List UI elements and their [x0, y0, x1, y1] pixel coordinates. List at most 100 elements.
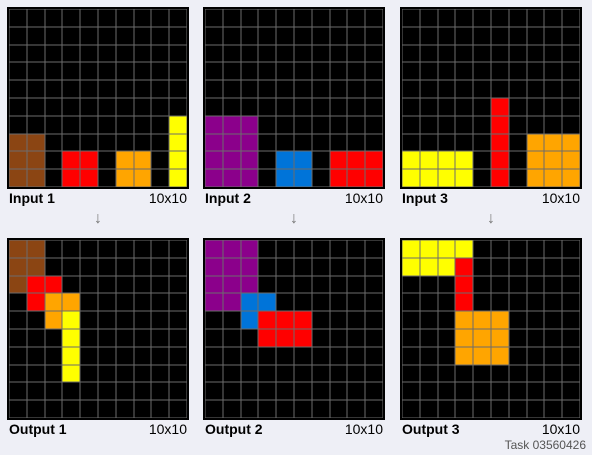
grid-cell [311, 44, 330, 63]
grid-cell [276, 400, 294, 418]
grid-cell [526, 311, 545, 329]
grid-cell [222, 169, 241, 187]
grid-cell [222, 311, 241, 329]
grid-cell [205, 346, 223, 365]
grid-cell [205, 257, 223, 276]
grid-cell [205, 44, 223, 63]
grid-cell [276, 133, 294, 152]
grid-cell [169, 26, 187, 45]
grid-cell [455, 9, 474, 27]
grid-cell [240, 240, 259, 258]
grid-cell [80, 26, 98, 45]
grid-cell [526, 26, 545, 45]
grid-cell [329, 80, 348, 98]
grid-cell [222, 275, 241, 294]
grid-cell [293, 169, 312, 187]
grid-cell [402, 311, 420, 329]
grid-cell [293, 151, 312, 170]
grid-cell [347, 26, 366, 45]
grid-cell [62, 328, 81, 347]
grid-cell [151, 275, 170, 294]
grid-cell [490, 151, 509, 170]
grid-cell [151, 133, 170, 152]
grid-cell [473, 97, 491, 116]
grid-cell [455, 115, 474, 134]
grid-cell [80, 328, 98, 347]
grid-cell [9, 382, 27, 401]
grid-cell [9, 346, 27, 365]
grid-cell [562, 44, 580, 63]
grid-cell [473, 115, 491, 134]
grid-cell [508, 80, 527, 98]
grid-cell [9, 26, 27, 45]
grid-cell [115, 293, 134, 312]
grid-cell [115, 9, 134, 27]
grid-cell [526, 382, 545, 401]
grid-cell [26, 311, 45, 329]
grid-cell [490, 26, 509, 45]
grid-cell [508, 400, 527, 418]
grid-cell [490, 169, 509, 187]
grid-cell [115, 240, 134, 258]
grid-cell [473, 169, 491, 187]
grid-cell [526, 293, 545, 312]
grid-cell [293, 328, 312, 347]
grid-cell [62, 293, 81, 312]
grid-cell [562, 257, 580, 276]
grid-cell [169, 364, 187, 383]
grid-cell [205, 133, 223, 152]
grid-cell [311, 364, 330, 383]
panel-input-1: Input 1 10x10 [7, 7, 189, 207]
grid-cell [205, 275, 223, 294]
grid-cell [347, 62, 366, 81]
grid-cell [455, 80, 474, 98]
grid-cell [205, 115, 223, 134]
grid-cell [44, 293, 63, 312]
grid-cell [240, 364, 259, 383]
grid-cell [347, 240, 366, 258]
grid-cell [544, 382, 563, 401]
grid-cell [293, 26, 312, 45]
grid-cell [97, 80, 116, 98]
grid-cell [365, 240, 383, 258]
grid-cell [562, 346, 580, 365]
panel-input-2: Input 2 10x10 [203, 7, 385, 207]
grid-cell [222, 26, 241, 45]
pixel-grid [402, 9, 580, 187]
grid-cell [222, 257, 241, 276]
grid-cell [455, 275, 474, 294]
panel-output-2: Output 2 10x10 [203, 238, 385, 438]
grid-cell [490, 240, 509, 258]
grid-cell [293, 311, 312, 329]
grid-cell [115, 364, 134, 383]
grid-cell [365, 44, 383, 63]
grid-cell [455, 169, 474, 187]
grid-cell [133, 97, 152, 116]
grid-cell [490, 382, 509, 401]
grid-cell [80, 400, 98, 418]
grid-cell [329, 169, 348, 187]
grid-cell [437, 62, 456, 81]
grid-cell [133, 346, 152, 365]
grid-cell [97, 62, 116, 81]
grid-cell [115, 169, 134, 187]
grid-cell [115, 115, 134, 134]
grid-cell [258, 275, 277, 294]
grid-cell [402, 80, 420, 98]
grid-cell [44, 240, 63, 258]
grid-cell [293, 240, 312, 258]
grid-cell [490, 293, 509, 312]
grid-cell [473, 80, 491, 98]
grid-cell [562, 169, 580, 187]
panel-label: Input 1 [9, 190, 55, 206]
grid-cell [508, 293, 527, 312]
grid-cell [62, 62, 81, 81]
grid-cell [44, 169, 63, 187]
grid-cell [97, 257, 116, 276]
grid-cell [115, 26, 134, 45]
grid-cell [62, 346, 81, 365]
grid-cell [9, 275, 27, 294]
grid-cell [133, 62, 152, 81]
panel-output-1: Output 1 10x10 [7, 238, 189, 438]
grid-cell [329, 346, 348, 365]
